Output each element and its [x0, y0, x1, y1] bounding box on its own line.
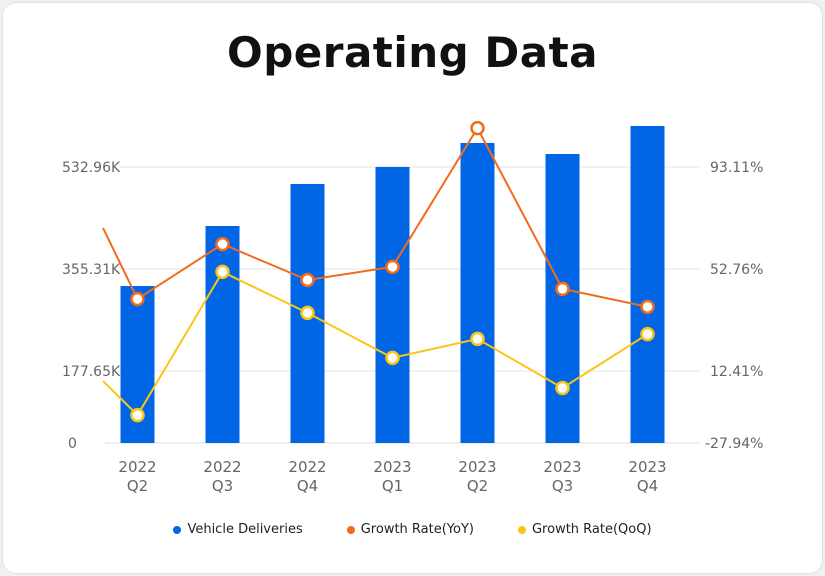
legend-item[interactable]: Vehicle Deliveries [173, 522, 303, 537]
x-axis-tick: Q2 [467, 477, 488, 495]
chart-title: Operating Data [227, 28, 598, 77]
x-axis-tick: 2022 [288, 458, 326, 476]
bar-vehicle-deliveries [375, 166, 410, 443]
legend-label: Growth Rate(YoY) [360, 522, 474, 537]
bar-vehicle-deliveries [545, 154, 580, 443]
x-axis-tick: 2023 [628, 458, 666, 476]
point-growth-rate-qoq- [130, 407, 145, 423]
legend-item[interactable]: Growth Rate(QoQ) [517, 522, 652, 537]
x-axis-tick: Q4 [297, 477, 318, 495]
left-axis-tick: 177.65K [62, 364, 121, 380]
point-growth-rate-qoq- [470, 331, 485, 347]
line-growth-rate-yoy- [102, 126, 648, 308]
x-axis-tick: 2023 [373, 458, 411, 476]
x-axis-tick: 2023 [543, 458, 581, 476]
point-growth-rate-yoy- [555, 281, 570, 297]
legend-dot-icon [173, 525, 182, 534]
bar-vehicle-deliveries [630, 125, 665, 444]
legend-item[interactable]: Growth Rate(YoY) [346, 522, 474, 537]
legend-label: Vehicle Deliveries [187, 522, 303, 537]
point-growth-rate-qoq- [385, 350, 400, 366]
point-growth-rate-qoq- [215, 264, 230, 280]
point-growth-rate-qoq- [555, 380, 570, 396]
right-axis-tick: -27.94% [705, 436, 763, 452]
right-axis-tick: 93.11% [710, 160, 763, 176]
point-growth-rate-yoy- [300, 272, 315, 288]
line-growth-rate-qoq- [102, 270, 649, 417]
point-growth-rate-yoy- [215, 236, 230, 252]
point-growth-rate-yoy- [470, 120, 485, 136]
right-axis-tick: 12.41% [710, 364, 763, 380]
legend-dot-icon [517, 525, 526, 534]
right-axis-tick: 52.76% [710, 262, 763, 278]
x-axis-tick: Q2 [127, 477, 148, 495]
x-axis-tick: Q1 [382, 477, 403, 495]
point-growth-rate-yoy- [640, 299, 655, 315]
x-axis-tick: Q4 [637, 477, 658, 495]
point-growth-rate-yoy- [130, 291, 145, 307]
point-growth-rate-qoq- [300, 305, 315, 321]
x-axis-tick: 2023 [458, 458, 496, 476]
left-axis-tick: 532.96K [62, 160, 121, 176]
x-axis-tick: 2022 [203, 458, 241, 476]
left-axis-tick: 355.31K [62, 262, 121, 278]
point-growth-rate-yoy- [385, 259, 400, 275]
x-axis-tick: Q3 [212, 477, 233, 495]
point-growth-rate-qoq- [640, 326, 655, 342]
legend-label: Growth Rate(QoQ) [531, 522, 652, 537]
legend: Vehicle Deliveries Growth Rate(YoY) Growth… [0, 522, 825, 537]
bar-vehicle-deliveries [205, 226, 240, 443]
x-axis-tick: 2022 [118, 458, 156, 476]
x-axis-tick: Q3 [552, 477, 573, 495]
legend-dot-icon [346, 525, 355, 534]
left-axis-tick: 0 [68, 436, 77, 452]
bar-vehicle-deliveries [460, 142, 495, 443]
